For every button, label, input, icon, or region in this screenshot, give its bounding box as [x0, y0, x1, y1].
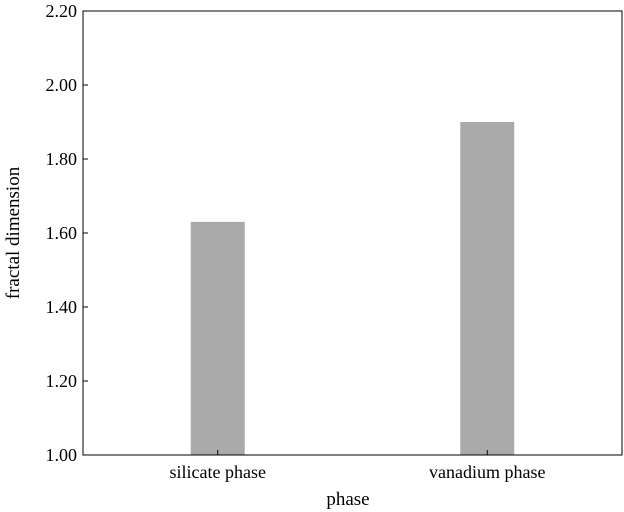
x-tick-label: silicate phase: [170, 462, 266, 482]
plot-frame: [82, 10, 623, 456]
bar-silicate-phase: [190, 221, 245, 455]
bar-vanadium-phase: [460, 122, 515, 455]
y-tick-label: 2.00: [46, 75, 78, 95]
y-tick-label: 1.20: [46, 371, 78, 391]
x-tick-label: vanadium phase: [429, 462, 545, 482]
y-tick-label: 1.00: [46, 445, 78, 465]
x-axis: silicate phase vanadium phase: [170, 450, 545, 482]
y-axis: 1.00 1.20 1.40 1.60 1.80 2.00 2.20: [46, 1, 88, 465]
x-axis-label: phase: [326, 489, 369, 510]
y-tick-label: 2.20: [46, 1, 78, 21]
y-tick-label: 1.40: [46, 297, 78, 317]
y-tick-label: 1.60: [46, 223, 78, 243]
y-axis-label: fractal dimension: [3, 166, 24, 299]
y-tick-label: 1.80: [46, 149, 78, 169]
bars-group: [190, 122, 515, 455]
